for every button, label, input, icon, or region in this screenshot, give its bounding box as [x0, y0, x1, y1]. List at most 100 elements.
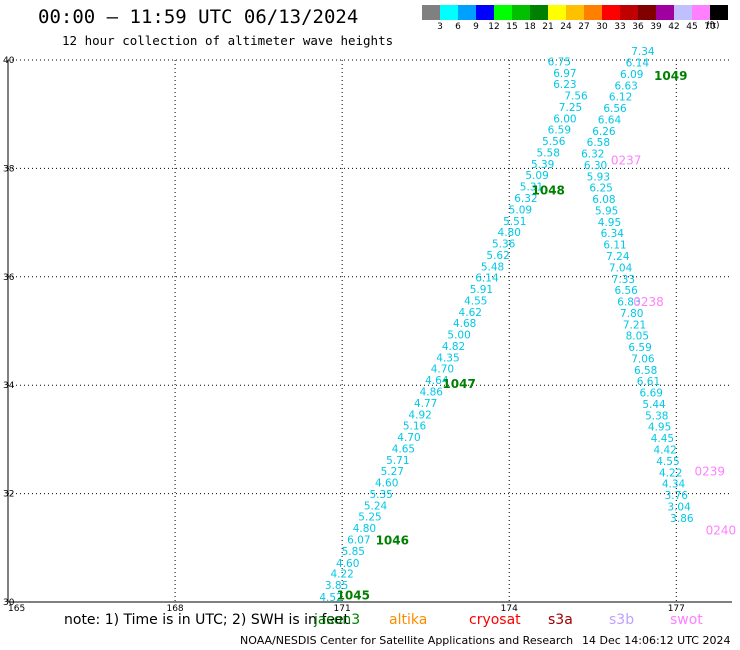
legend-swatch [512, 5, 530, 20]
wave-height-label: 5.25 [358, 512, 381, 524]
wave-height-label: 6.34 [601, 228, 625, 240]
x-tick-label: 177 [668, 604, 685, 614]
wave-height-label: 6.14 [626, 58, 650, 70]
legend-tick-label: 24 [560, 22, 572, 32]
swot-time-label: 0237 [611, 154, 642, 168]
wave-height-label: 6.07 [347, 534, 370, 546]
wave-height-label: 7.80 [620, 308, 643, 320]
wave-height-label: 5.38 [645, 410, 668, 422]
wave-height-label: 6.30 [584, 160, 607, 172]
legend-swatch [602, 5, 620, 20]
wave-height-label: 5.93 [587, 171, 610, 183]
pass-time-label: 1045 [337, 588, 370, 602]
legend-swatch [566, 5, 584, 20]
legend-swatch [656, 5, 674, 20]
legend-swatch [422, 5, 440, 20]
satellite-label-cryosat: cryosat [469, 612, 521, 628]
wave-height-label: 4.52 [319, 592, 342, 604]
wave-height-label: 5.56 [542, 136, 566, 148]
wave-height-label: 5.71 [386, 455, 409, 467]
satellite-label-s3a: s3a [548, 612, 573, 628]
y-tick-label: 32 [3, 490, 14, 500]
y-tick-label: 34 [3, 381, 15, 391]
wave-height-label: 5.44 [642, 399, 666, 411]
wave-height-label: 4.60 [375, 478, 398, 490]
wave-height-label: 7.33 [612, 274, 635, 286]
x-tick-label: 171 [334, 604, 351, 614]
wave-height-label: 6.56 [614, 285, 638, 297]
satellite-label-altika: altika [389, 612, 428, 628]
wave-height-label: 6.09 [620, 69, 643, 81]
wave-height-label: 6.00 [553, 113, 576, 125]
wave-height-label: 5.85 [342, 546, 365, 558]
wave-height-label: 6.63 [614, 80, 637, 92]
wave-height-label: 5.09 [509, 204, 532, 216]
legend-tick-label: 33 [614, 22, 626, 32]
wave-height-label: 4.70 [431, 364, 454, 376]
chart-title: 00:00 – 11:59 UTC 06/13/2024 [38, 6, 359, 28]
wave-height-label: 5.35 [369, 489, 392, 501]
y-tick-label: 30 [3, 598, 15, 608]
x-tick-label: 168 [166, 604, 183, 614]
legend-swatch [548, 5, 566, 20]
wave-height-label: 8.05 [626, 331, 649, 343]
wave-height-label: 7.56 [564, 91, 588, 103]
wave-height-label: 6.64 [598, 114, 622, 126]
wave-height-label: 5.58 [537, 147, 560, 159]
legend-tick-label: 27 [578, 22, 590, 32]
pass-time-label: 1047 [442, 377, 475, 391]
legend-tick-label: 70 [704, 22, 716, 32]
wave-height-label: 6.61 [637, 376, 660, 388]
wave-height-label: 4.55 [656, 456, 679, 468]
wave-height-label: 4.95 [648, 422, 671, 434]
legend-tick-label: 42 [668, 22, 680, 32]
legend-tick-label: 3 [437, 22, 443, 32]
wave-height-label: 4.70 [397, 432, 420, 444]
wave-height-label: 6.59 [628, 342, 651, 354]
wave-height-label: 7.21 [623, 319, 646, 331]
wave-height-label: 5.27 [381, 466, 404, 478]
x-tick-label: 174 [501, 604, 518, 614]
legend-swatch [584, 5, 602, 20]
legend-swatch [494, 5, 512, 20]
wave-height-label: 6.25 [589, 183, 612, 195]
wave-height-label: 6.26 [592, 126, 616, 138]
legend-swatch [530, 5, 548, 20]
wave-height-label: 4.77 [414, 398, 437, 410]
wave-height-label: 5.24 [364, 500, 388, 512]
legend-swatch [710, 5, 728, 20]
x-tick-label: 165 [8, 604, 25, 614]
pass-time-label: 1048 [532, 183, 565, 197]
satellite-label-jason3: jason3 [314, 612, 361, 628]
wave-height-label: 4.35 [436, 352, 459, 364]
legend-unit: (ft) [706, 21, 720, 31]
legend-tick-label: 39 [650, 22, 662, 32]
satellite-label-swot: swot [670, 612, 703, 628]
wave-height-label: 5.31 [520, 182, 543, 194]
footnote: note: 1) Time is in UTC; 2) SWH is in fe… [64, 612, 350, 628]
wave-height-label: 4.80 [498, 227, 521, 239]
footer-timestamp: 14 Dec 14:06:12 UTC 2024 [582, 634, 731, 647]
wave-height-label: 5.48 [481, 261, 504, 273]
wave-height-label: 6.56 [603, 103, 627, 115]
wave-height-label: 4.62 [459, 307, 482, 319]
wave-height-label: 4.22 [330, 569, 353, 581]
wave-height-label: 5.00 [447, 330, 470, 342]
legend-tick-label: 18 [524, 22, 536, 32]
wave-height-label: 7.34 [631, 46, 655, 58]
y-tick-label: 38 [3, 164, 15, 174]
wave-height-label: 5.39 [531, 159, 554, 171]
wave-height-label: 6.08 [592, 194, 615, 206]
legend-swatch [440, 5, 458, 20]
wave-height-label: 5.51 [503, 216, 526, 228]
legend-swatch [674, 5, 692, 20]
pass-time-label: 1046 [376, 534, 409, 548]
wave-height-label: 6.97 [553, 68, 576, 80]
wave-height-label: 4.64 [425, 375, 449, 387]
chart-subtitle: 12 hour collection of altimeter wave hei… [62, 33, 394, 48]
wave-height-label: 6.32 [581, 149, 604, 161]
wave-height-label: 6.75 [548, 56, 571, 68]
wave-height-label: 4.86 [420, 386, 444, 398]
